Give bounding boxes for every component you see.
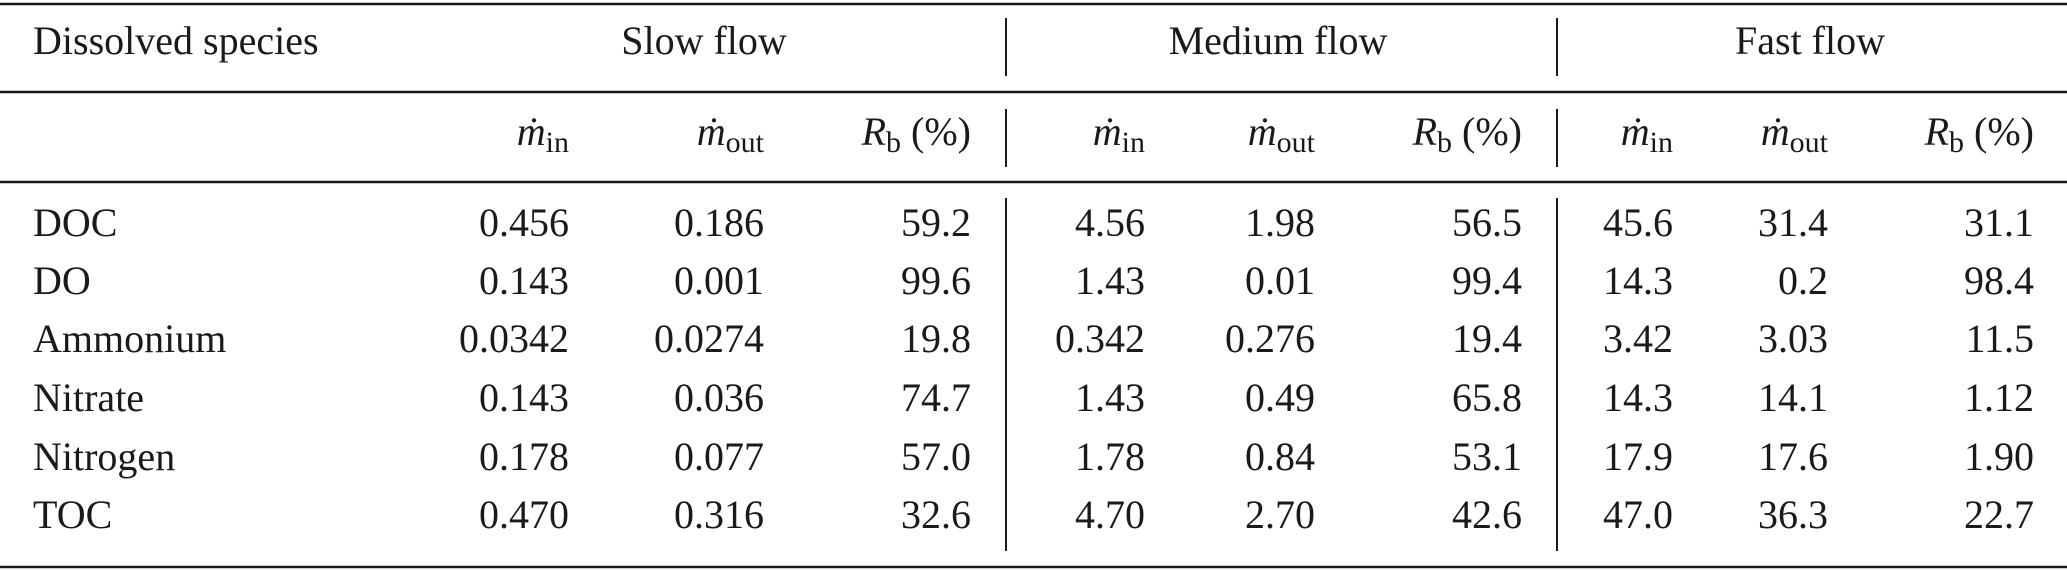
cell: 17.9 <box>1603 434 1673 479</box>
row-label: DOC <box>33 200 117 245</box>
cell: 4.56 <box>1075 200 1145 245</box>
column-header: ṁout <box>697 109 765 159</box>
row-label: TOC <box>33 492 112 537</box>
cell: 42.6 <box>1452 492 1522 537</box>
subscript: b <box>886 126 901 159</box>
row-label: Nitrogen <box>33 434 175 479</box>
cell: 1.12 <box>1964 375 2034 420</box>
subscript: b <box>1949 126 1964 159</box>
group-header: Slow flow <box>621 18 787 63</box>
column-header: ṁout <box>1761 109 1829 159</box>
cell: 0.456 <box>479 200 569 245</box>
cell: 99.6 <box>901 258 971 303</box>
column-header: ṁout <box>1248 109 1316 159</box>
cell: 1.78 <box>1075 434 1145 479</box>
cell: 0.143 <box>479 258 569 303</box>
cell: 1.43 <box>1075 258 1145 303</box>
cell: 0.342 <box>1055 316 1145 361</box>
cell: 0.316 <box>674 492 764 537</box>
cell: 14.1 <box>1758 375 1828 420</box>
symbol: ṁ <box>1621 109 1650 154</box>
cell: 1.98 <box>1245 200 1315 245</box>
cell: 45.6 <box>1603 200 1673 245</box>
symbol: ṁ <box>1093 109 1122 154</box>
column-header: ṁin <box>1621 109 1673 159</box>
symbol: ṁ <box>1761 109 1790 154</box>
unit: (%) <box>1462 109 1522 154</box>
symbol: R <box>1412 109 1437 154</box>
column-header: Rb (%) <box>861 109 971 159</box>
cell: 59.2 <box>901 200 971 245</box>
cell: 1.90 <box>1964 434 2034 479</box>
cell: 19.4 <box>1452 316 1522 361</box>
row-label: Nitrate <box>33 375 144 420</box>
cell: 22.7 <box>1964 492 2034 537</box>
cell: 31.1 <box>1964 200 2034 245</box>
cell: 32.6 <box>901 492 971 537</box>
cell: 0.186 <box>674 200 764 245</box>
cell: 17.6 <box>1758 434 1828 479</box>
cell: 0.470 <box>479 492 569 537</box>
cell: 0.0342 <box>459 316 569 361</box>
cell: 31.4 <box>1758 200 1828 245</box>
cell: 65.8 <box>1452 375 1522 420</box>
unit: (%) <box>911 109 971 154</box>
cell: 0.178 <box>479 434 569 479</box>
cell: 47.0 <box>1603 492 1673 537</box>
cell: 74.7 <box>901 375 971 420</box>
subscript: out <box>1790 126 1829 159</box>
cell: 3.03 <box>1758 316 1828 361</box>
cell: 14.3 <box>1603 375 1673 420</box>
cell: 0.84 <box>1245 434 1315 479</box>
column-header: ṁin <box>517 109 569 159</box>
cell: 98.4 <box>1964 258 2034 303</box>
subscript: in <box>546 126 569 159</box>
cell: 14.3 <box>1603 258 1673 303</box>
column-header: Rb (%) <box>1412 109 1522 159</box>
cell: 0.49 <box>1245 375 1315 420</box>
subscript: out <box>726 126 765 159</box>
unit: (%) <box>1974 109 2034 154</box>
symbol: ṁ <box>1248 109 1277 154</box>
symbol: ṁ <box>517 109 546 154</box>
symbol: ṁ <box>697 109 726 154</box>
subscript: in <box>1650 126 1673 159</box>
row-label: Ammonium <box>33 316 226 361</box>
subscript: in <box>1122 126 1145 159</box>
cell: 0.0274 <box>654 316 764 361</box>
cell: 4.70 <box>1075 492 1145 537</box>
cell: 0.143 <box>479 375 569 420</box>
cell: 0.01 <box>1245 258 1315 303</box>
cell: 0.077 <box>674 434 764 479</box>
column-header: Rb (%) <box>1924 109 2034 159</box>
cell: 0.036 <box>674 375 764 420</box>
subscript: b <box>1437 126 1452 159</box>
row-label-header: Dissolved species <box>33 18 319 63</box>
group-header: Medium flow <box>1169 18 1388 63</box>
cell: 1.43 <box>1075 375 1145 420</box>
cell: 19.8 <box>901 316 971 361</box>
symbol: R <box>861 109 886 154</box>
cell: 36.3 <box>1758 492 1828 537</box>
subscript: out <box>1277 126 1316 159</box>
cell: 99.4 <box>1452 258 1522 303</box>
cell: 0.2 <box>1778 258 1828 303</box>
cell: 53.1 <box>1452 434 1522 479</box>
cell: 56.5 <box>1452 200 1522 245</box>
cell: 3.42 <box>1603 316 1673 361</box>
row-label: DO <box>33 258 91 303</box>
symbol: R <box>1924 109 1949 154</box>
cell: 11.5 <box>1965 316 2034 361</box>
cell: 0.276 <box>1225 316 1315 361</box>
cell: 0.001 <box>674 258 764 303</box>
group-header: Fast flow <box>1735 18 1885 63</box>
column-header: ṁin <box>1093 109 1145 159</box>
cell: 2.70 <box>1245 492 1315 537</box>
cell: 57.0 <box>901 434 971 479</box>
